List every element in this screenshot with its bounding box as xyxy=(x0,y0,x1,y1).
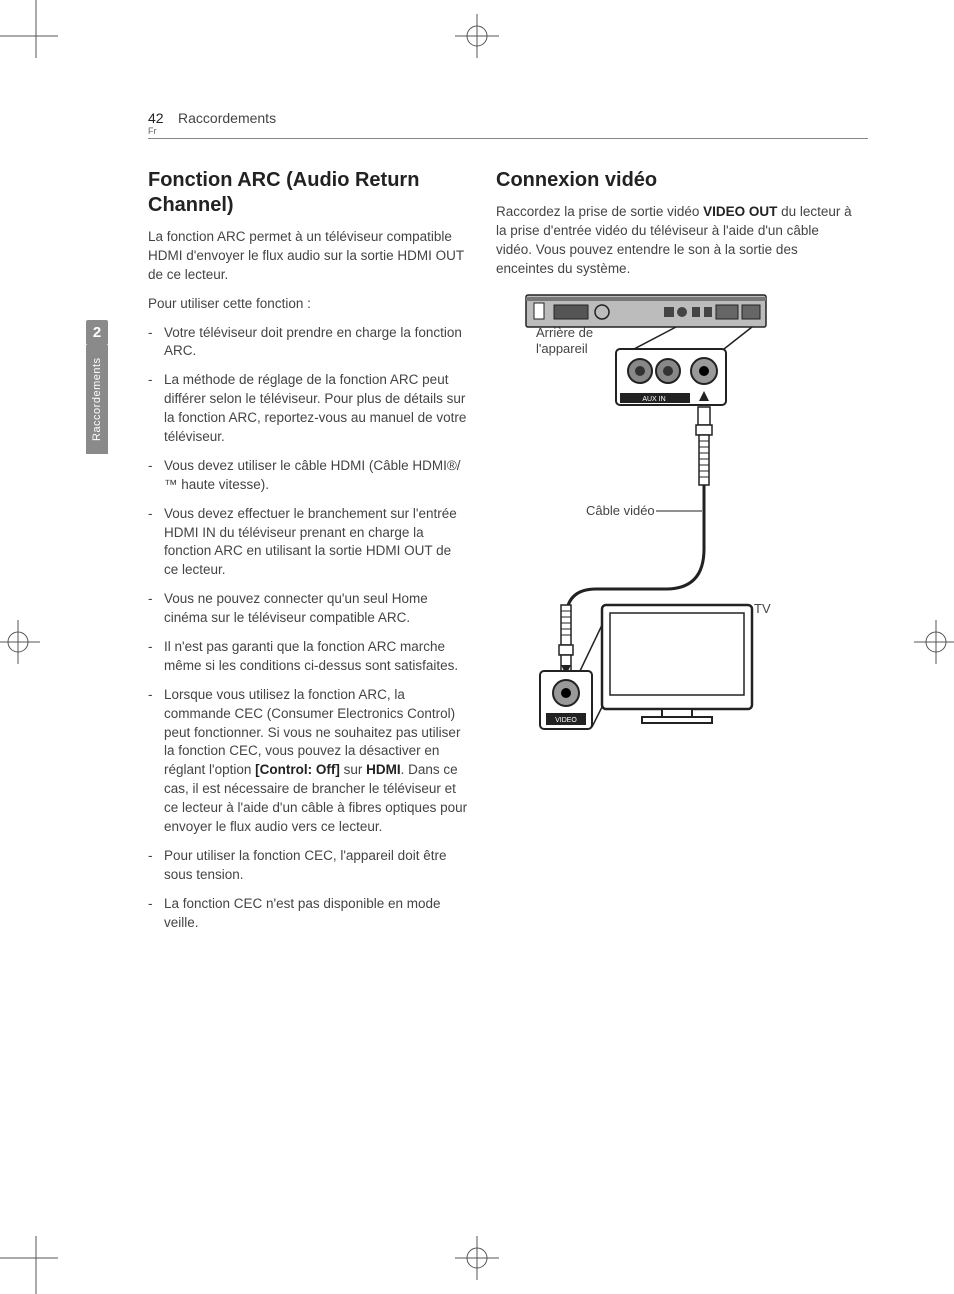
auxin-label: AUX IN xyxy=(642,396,665,403)
diagram-label-tv: TV xyxy=(754,601,771,616)
side-tab-label: Raccordements xyxy=(86,344,108,454)
header-lang: Fr xyxy=(148,126,868,136)
header-section: Raccordements xyxy=(178,110,276,126)
list-item: Votre téléviseur doit prendre en charge … xyxy=(148,324,468,362)
list-item: Vous ne pouvez connecter qu'un seul Home… xyxy=(148,590,468,628)
diagram-label-unit-1: Arrière de xyxy=(536,325,593,340)
list-item: La méthode de réglage de la fonction ARC… xyxy=(148,371,468,447)
list-item: Vous devez effectuer le branchement sur … xyxy=(148,505,468,581)
list-item: Vous devez utiliser le câble HDMI (Câble… xyxy=(148,457,468,495)
diagram-label-unit-2: l'appareil xyxy=(536,341,588,356)
side-tab-number: 2 xyxy=(86,320,108,344)
list-item-text: sur xyxy=(340,762,366,777)
list-item-text: Vous devez utiliser le câble HDMI (Câble… xyxy=(164,458,461,492)
list-item-bold: HDMI xyxy=(366,762,401,777)
list-item: La fonction CEC n'est pas disponible en … xyxy=(148,895,468,933)
left-intro: La fonction ARC permet à un téléviseur c… xyxy=(148,228,468,285)
left-column: Fonction ARC (Audio Return Channel) La f… xyxy=(148,168,468,943)
left-lead: Pour utiliser cette fonction : xyxy=(148,295,468,314)
right-column: Connexion vidéo Raccordez la prise de so… xyxy=(496,168,856,759)
connection-diagram: AUX IN xyxy=(516,289,776,759)
right-intro-bold: VIDEO OUT xyxy=(703,204,777,219)
list-item: Il n'est pas garanti que la fonction ARC… xyxy=(148,638,468,676)
left-bullets: Votre téléviseur doit prendre en charge … xyxy=(148,324,468,933)
page-header: 42 Raccordements Fr xyxy=(148,110,868,139)
list-item: Lorsque vous utilisez la fonction ARC, l… xyxy=(148,686,468,837)
page-number: 42 xyxy=(148,110,164,126)
diagram-label-cable: Câble vidéo xyxy=(586,503,655,518)
list-item: Pour utiliser la fonction CEC, l'apparei… xyxy=(148,847,468,885)
right-intro-pre: Raccordez la prise de sortie vidéo xyxy=(496,204,703,219)
right-intro: Raccordez la prise de sortie vidéo VIDEO… xyxy=(496,203,856,279)
left-title: Fonction ARC (Audio Return Channel) xyxy=(148,168,468,218)
list-item-bold: [Control: Off] xyxy=(255,762,340,777)
video-label: VIDEO xyxy=(555,717,577,724)
right-title: Connexion vidéo xyxy=(496,168,856,193)
